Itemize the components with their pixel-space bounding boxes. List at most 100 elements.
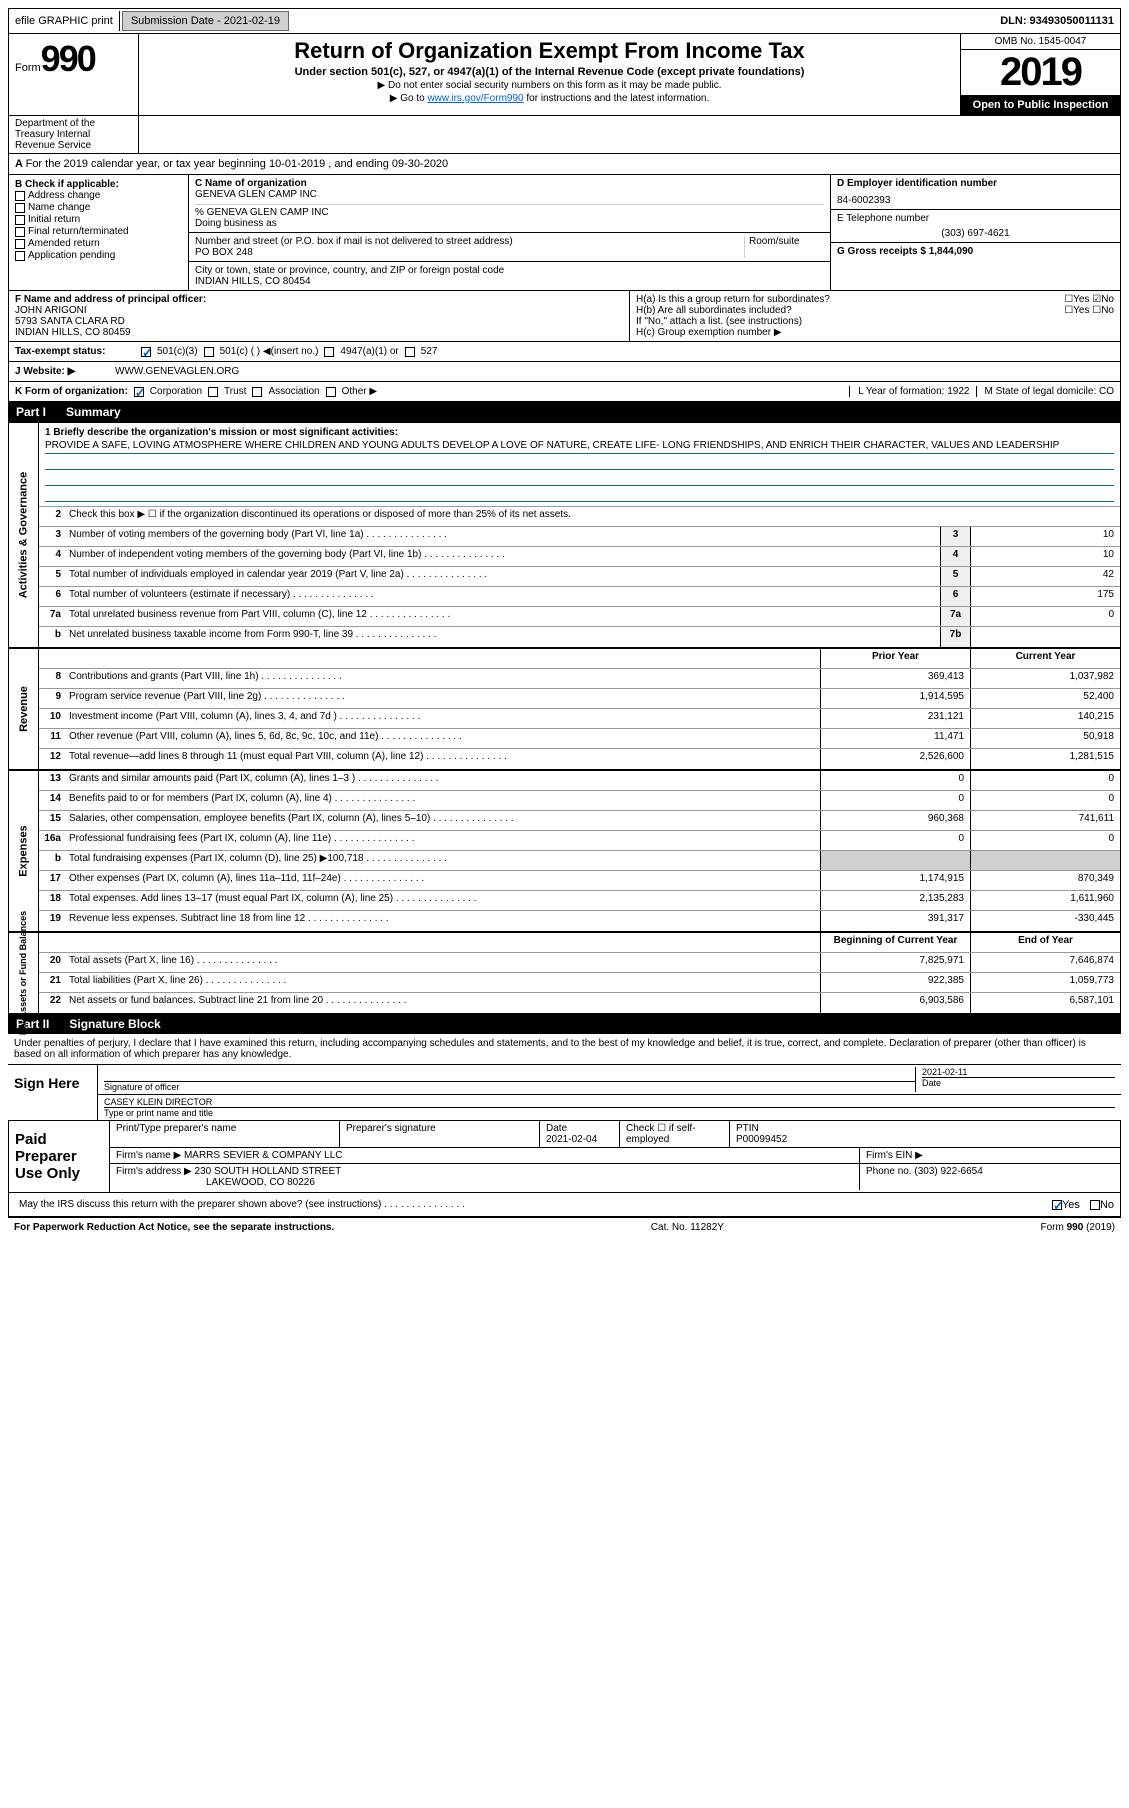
check-label: B Check if applicable: bbox=[15, 179, 182, 190]
firm-name: MARRS SEVIER & COMPANY LLC bbox=[184, 1150, 343, 1161]
form-note1: ▶ Do not enter social security numbers o… bbox=[149, 80, 950, 91]
line18-curr: 1,611,960 bbox=[970, 891, 1120, 910]
line20-curr: 7,646,874 bbox=[970, 953, 1120, 972]
dln-label: DLN: 93493050011131 bbox=[994, 11, 1120, 31]
line10-prior: 231,121 bbox=[820, 709, 970, 728]
form-number: 990 bbox=[41, 38, 95, 79]
line19-desc: Revenue less expenses. Subtract line 18 … bbox=[65, 911, 820, 931]
line7b-val bbox=[970, 627, 1120, 647]
checkbox-501c3[interactable] bbox=[141, 347, 151, 357]
line7b-desc: Net unrelated business taxable income fr… bbox=[65, 627, 940, 647]
governance-side-label: Activities & Governance bbox=[9, 423, 39, 647]
checkbox-application-pending[interactable] bbox=[15, 251, 25, 261]
line5-val: 42 bbox=[970, 567, 1120, 586]
line10-curr: 140,215 bbox=[970, 709, 1120, 728]
paid-preparer-label: Paid Preparer Use Only bbox=[9, 1121, 109, 1192]
line22-curr: 6,587,101 bbox=[970, 993, 1120, 1013]
form-subtitle: Under section 501(c), 527, or 4947(a)(1)… bbox=[149, 66, 950, 78]
tax-period: A For the 2019 calendar year, or tax yea… bbox=[8, 154, 1121, 175]
line15-curr: 741,611 bbox=[970, 811, 1120, 830]
phone-label: E Telephone number bbox=[837, 213, 1114, 224]
officer-name-title: CASEY KLEIN DIRECTOR bbox=[104, 1097, 1115, 1107]
line3-val: 10 bbox=[970, 527, 1120, 546]
lineb-desc: Total fundraising expenses (Part IX, col… bbox=[65, 851, 820, 870]
sig-officer-label: Signature of officer bbox=[104, 1081, 915, 1092]
mission-label: 1 Briefly describe the organization's mi… bbox=[45, 427, 1114, 438]
line9-curr: 52,400 bbox=[970, 689, 1120, 708]
checkbox-trust[interactable] bbox=[208, 387, 218, 397]
room-suite-label: Room/suite bbox=[744, 236, 824, 258]
checkbox-amended[interactable] bbox=[15, 239, 25, 249]
begin-year-head: Beginning of Current Year bbox=[820, 933, 970, 952]
year-box: OMB No. 1545-0047 2019 Open to Public In… bbox=[960, 34, 1120, 115]
part2-header: Part IISignature Block bbox=[8, 1014, 1121, 1034]
city-label: City or town, state or province, country… bbox=[195, 265, 824, 276]
gross-receipts: G Gross receipts $ 1,844,090 bbox=[831, 243, 1120, 260]
org-name: GENEVA GLEN CAMP INC bbox=[195, 189, 824, 200]
discuss-yes-checkbox[interactable] bbox=[1052, 1200, 1062, 1210]
line18-prior: 2,135,283 bbox=[820, 891, 970, 910]
line4-desc: Number of independent voting members of … bbox=[65, 547, 940, 566]
checkbox-4947[interactable] bbox=[324, 347, 334, 357]
line12-prior: 2,526,600 bbox=[820, 749, 970, 769]
year-formation: L Year of formation: 1922 bbox=[849, 386, 969, 397]
inspection-label: Open to Public Inspection bbox=[961, 95, 1120, 115]
mission-text: PROVIDE A SAFE, LOVING ATMOSPHERE WHERE … bbox=[45, 438, 1114, 454]
line16a-prior: 0 bbox=[820, 831, 970, 850]
checkbox-initial-return[interactable] bbox=[15, 215, 25, 225]
line13-curr: 0 bbox=[970, 771, 1120, 790]
org-name-label: C Name of organization bbox=[195, 178, 824, 189]
title-box: Return of Organization Exempt From Incom… bbox=[139, 34, 960, 115]
line13-prior: 0 bbox=[820, 771, 970, 790]
self-employed-check: Check ☐ if self-employed bbox=[620, 1121, 730, 1147]
checkbox-other[interactable] bbox=[326, 387, 336, 397]
firm-phone: Phone no. (303) 922-6654 bbox=[860, 1164, 1120, 1190]
dba-label: Doing business as bbox=[195, 218, 824, 229]
line10-desc: Investment income (Part VIII, column (A)… bbox=[65, 709, 820, 728]
footer-left: For Paperwork Reduction Act Notice, see … bbox=[14, 1222, 334, 1233]
line19-curr: -330,445 bbox=[970, 911, 1120, 931]
footer-right: Form 990 (2019) bbox=[1041, 1222, 1115, 1233]
hb-label: H(b) Are all subordinates included? bbox=[636, 305, 792, 316]
discuss-text: May the IRS discuss this return with the… bbox=[15, 1197, 1052, 1212]
officer-name: JOHN ARIGONI bbox=[15, 305, 623, 316]
line21-prior: 922,385 bbox=[820, 973, 970, 992]
checkbox-527[interactable] bbox=[405, 347, 415, 357]
line5-desc: Total number of individuals employed in … bbox=[65, 567, 940, 586]
part1-header: Part ISummary bbox=[8, 402, 1121, 422]
address: PO BOX 248 bbox=[195, 247, 744, 258]
check-applicable-box: B Check if applicable: Address change Na… bbox=[9, 175, 189, 290]
phone-value: (303) 697-4621 bbox=[837, 228, 1114, 239]
ha-yesno: ☐Yes ☑No bbox=[1064, 294, 1114, 305]
ptin-value: P00099452 bbox=[736, 1134, 787, 1145]
line22-desc: Net assets or fund balances. Subtract li… bbox=[65, 993, 820, 1013]
city: INDIAN HILLS, CO 80454 bbox=[195, 276, 824, 287]
lineb-curr bbox=[970, 851, 1120, 870]
checkbox-name-change[interactable] bbox=[15, 203, 25, 213]
checkbox-association[interactable] bbox=[252, 387, 262, 397]
line19-prior: 391,317 bbox=[820, 911, 970, 931]
state-domicile: M State of legal domicile: CO bbox=[976, 386, 1115, 397]
form-title: Return of Organization Exempt From Incom… bbox=[149, 38, 950, 64]
print-name-label: Print/Type preparer's name bbox=[110, 1121, 340, 1147]
tax-status-label: Tax-exempt status: bbox=[15, 346, 135, 357]
submission-date-button[interactable]: Submission Date - 2021-02-19 bbox=[122, 11, 289, 31]
checkbox-501c[interactable] bbox=[204, 347, 214, 357]
line6-desc: Total number of volunteers (estimate if … bbox=[65, 587, 940, 606]
line15-prior: 960,368 bbox=[820, 811, 970, 830]
form-number-box: Form990 bbox=[9, 34, 139, 115]
footer-mid: Cat. No. 11282Y bbox=[651, 1222, 724, 1233]
checkbox-final-return[interactable] bbox=[15, 227, 25, 237]
line21-curr: 1,059,773 bbox=[970, 973, 1120, 992]
sig-date: 2021-02-11 bbox=[922, 1067, 1115, 1077]
korg-label: K Form of organization: bbox=[15, 386, 128, 397]
line12-desc: Total revenue—add lines 8 through 11 (mu… bbox=[65, 749, 820, 769]
checkbox-corporation[interactable] bbox=[134, 387, 144, 397]
irs-link[interactable]: www.irs.gov/Form990 bbox=[427, 93, 523, 104]
discuss-no-checkbox[interactable] bbox=[1090, 1200, 1100, 1210]
line6-val: 175 bbox=[970, 587, 1120, 606]
netassets-side-label: Net Assets or Fund Balances bbox=[9, 933, 39, 1013]
line17-prior: 1,174,915 bbox=[820, 871, 970, 890]
end-year-head: End of Year bbox=[970, 933, 1120, 952]
checkbox-address-change[interactable] bbox=[15, 191, 25, 201]
